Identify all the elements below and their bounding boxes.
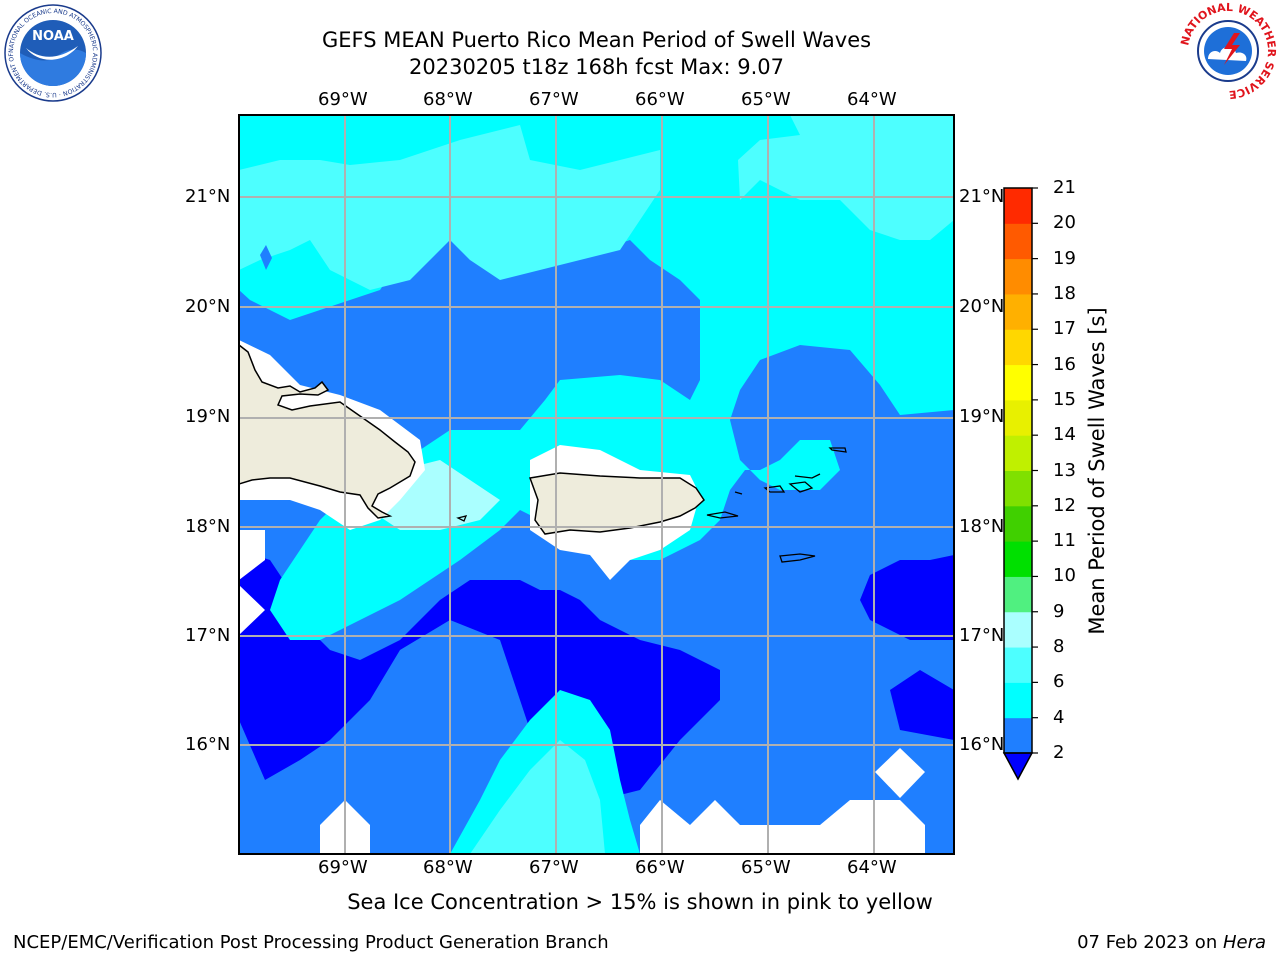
chart-title-line1: GEFS MEAN Puerto Rico Mean Period of Swe… — [321, 28, 872, 52]
colorbar-tick-label: 6 — [1053, 671, 1065, 693]
colorbar-segment — [1004, 541, 1032, 577]
lat-label-left: 17°N — [185, 625, 231, 646]
colorbar-tick-label: 11 — [1053, 530, 1076, 552]
svg-text:NOAA: NOAA — [32, 29, 74, 44]
swell-period-field — [239, 115, 954, 854]
colorbar-segment — [1004, 188, 1032, 224]
lon-label-bottom: 67°W — [529, 857, 579, 878]
lat-label-left: 19°N — [185, 406, 231, 427]
lon-label-bottom: 68°W — [423, 857, 473, 878]
colorbar-tick-label: 15 — [1053, 388, 1076, 410]
lon-label-top: 68°W — [423, 89, 473, 110]
footer-credit: NCEP/EMC/Verification Post Processing Pr… — [13, 932, 609, 953]
footer-date-text: 07 Feb 2023 on — [1077, 932, 1223, 953]
field-8-9 — [239, 115, 954, 290]
lat-label-right: 16°N — [959, 734, 1005, 755]
lat-label-right: 18°N — [959, 516, 1005, 537]
footer-date: 07 Feb 2023 on Hera — [1077, 932, 1266, 953]
colorbar-segment — [1004, 329, 1032, 366]
colorbar-segment — [1004, 576, 1032, 613]
colorbar-segment — [1004, 611, 1032, 648]
noaa-logo: NATIONAL OCEANIC AND ATMOSPHERIC ADMINIS… — [4, 4, 102, 102]
sea-ice-note: Sea Ice Concentration > 15% is shown in … — [347, 890, 933, 914]
lon-label-bottom: 64°W — [847, 857, 897, 878]
colorbar-tick-label: 13 — [1053, 459, 1076, 481]
colorbar-tick-label: 18 — [1053, 282, 1076, 304]
hispaniola-land — [239, 344, 416, 519]
colorbar-segment — [1004, 717, 1032, 754]
lon-label-top: 69°W — [318, 89, 368, 110]
mask-west-edge-2 — [239, 585, 265, 635]
colorbar-tick-label: 19 — [1053, 247, 1076, 269]
colorbar-segment — [1004, 470, 1032, 507]
colorbar-segment — [1004, 435, 1032, 471]
mask-east — [875, 748, 925, 798]
lon-label-bottom: 69°W — [318, 857, 368, 878]
colorbar-tick-label: 4 — [1053, 706, 1065, 728]
map-frame — [238, 114, 955, 855]
colorbar-segment — [1004, 682, 1032, 719]
lat-label-left: 21°N — [185, 186, 231, 207]
colorbar-tick-label: 9 — [1053, 600, 1065, 622]
colorbar-segment — [1004, 505, 1032, 542]
lon-label-top: 66°W — [635, 89, 685, 110]
graticule — [239, 115, 954, 854]
lat-label-right: 19°N — [959, 406, 1005, 427]
field-8-9-south — [470, 740, 605, 854]
nws-logo: NATIONAL WEATHER SERVICE — [1178, 1, 1278, 101]
colorbar-extend-arrow — [1002, 752, 1034, 781]
footer-host: Hera — [1222, 932, 1266, 953]
puerto-rico-land — [528, 472, 705, 535]
colorbar-title: Mean Period of Swell Waves [s] — [1085, 307, 1109, 635]
colorbar-tick-label: 12 — [1053, 494, 1076, 516]
colorbar-segment — [1004, 258, 1032, 295]
lat-label-left: 20°N — [185, 296, 231, 317]
colorbar-tick-label: 2 — [1053, 742, 1065, 763]
lat-label-left: 18°N — [185, 516, 231, 537]
lon-label-top: 65°W — [741, 89, 791, 110]
field-4-6-spot — [260, 245, 272, 270]
mask-south-2 — [640, 800, 925, 854]
virgin-islands-coast — [456, 447, 847, 563]
colorbar-tick-label: 16 — [1053, 353, 1076, 375]
colorbar — [1002, 187, 1038, 781]
chart-title-line2: 20230205 t18z 168h fcst Max: 9.07 — [409, 55, 784, 79]
colorbar-segment — [1004, 223, 1032, 260]
lat-label-right: 21°N — [959, 186, 1005, 207]
colorbar-segment — [1004, 647, 1032, 683]
mask-west-edge-1 — [239, 530, 265, 580]
lon-label-top: 67°W — [529, 89, 579, 110]
colorbar-tick-label: 21 — [1053, 177, 1076, 198]
colorbar-tick-label: 17 — [1053, 318, 1076, 340]
lon-label-top: 64°W — [847, 89, 897, 110]
lat-label-right: 20°N — [959, 296, 1005, 317]
colorbar-tick-label: 14 — [1053, 424, 1076, 446]
colorbar-tick-label: 10 — [1053, 565, 1076, 587]
lat-label-right: 17°N — [959, 625, 1005, 646]
colorbar-segment — [1004, 293, 1032, 330]
lon-label-bottom: 66°W — [635, 857, 685, 878]
colorbar-segment — [1004, 399, 1032, 436]
colorbar-tick-label: 20 — [1053, 212, 1076, 234]
lat-label-left: 16°N — [185, 734, 231, 755]
colorbar-tick-label: 8 — [1053, 636, 1065, 658]
colorbar-segment — [1004, 364, 1032, 401]
lon-label-bottom: 65°W — [741, 857, 791, 878]
